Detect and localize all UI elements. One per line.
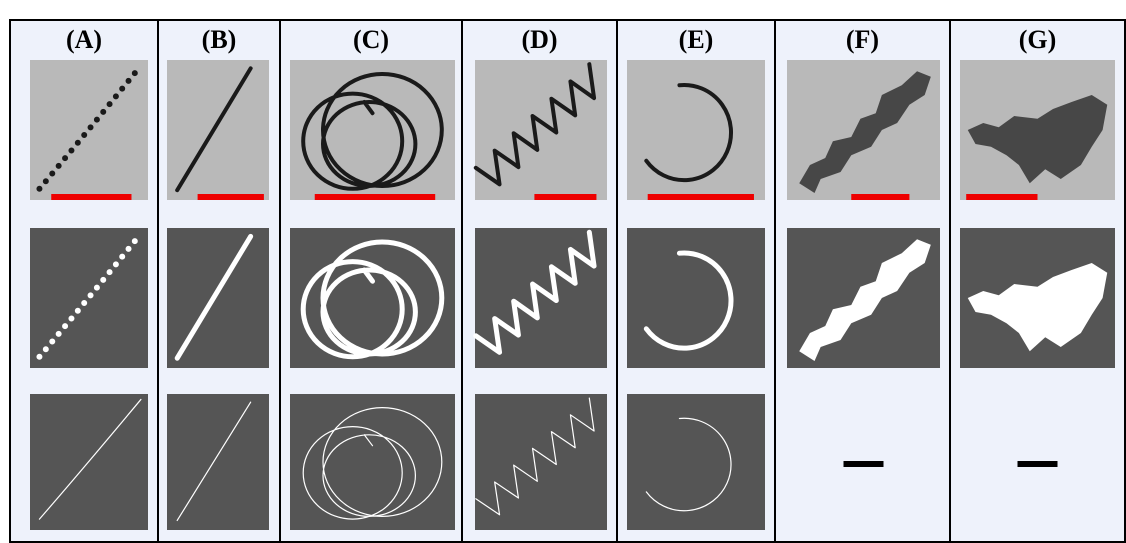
image-panel [290, 394, 455, 530]
image-panel [627, 60, 765, 200]
scale-bar [198, 194, 264, 200]
column-label: (D) [521, 25, 557, 54]
image-panel [290, 60, 455, 200]
column-label: (F) [846, 25, 879, 54]
image-panel [30, 60, 148, 200]
image-panel [960, 228, 1115, 368]
image-panel [475, 394, 607, 530]
image-panel [30, 228, 148, 368]
skel-background [167, 394, 269, 530]
scale-bar [851, 194, 909, 200]
column-label: (B) [202, 25, 237, 54]
skel-background [475, 394, 607, 530]
scale-bar [966, 194, 1037, 200]
image-panel [290, 228, 455, 368]
image-panel [167, 228, 269, 368]
image-panel [475, 60, 607, 200]
scale-bar [315, 194, 435, 200]
image-panel [627, 228, 765, 368]
scale-bar [1018, 461, 1058, 467]
scale-bar [648, 194, 754, 200]
mask-background [290, 228, 455, 368]
column-label: (A) [66, 25, 102, 54]
image-panel [167, 60, 269, 200]
image-panel [30, 394, 148, 530]
scale-bar [534, 194, 596, 200]
column-label: (G) [1019, 25, 1057, 54]
image-panel [787, 228, 940, 368]
photo-background [290, 60, 455, 200]
image-panel [475, 228, 607, 368]
image-panel [627, 394, 765, 530]
column-label: (C) [353, 25, 389, 54]
image-panel [960, 60, 1115, 200]
column-label: (E) [679, 25, 714, 54]
scale-bar [51, 194, 131, 200]
figure: (A) (B) (C) (D) (E) (F) (G) [0, 0, 1126, 543]
skel-background [290, 394, 455, 530]
scale-bar [844, 461, 884, 467]
image-panel [167, 394, 269, 530]
image-panel [787, 60, 940, 200]
